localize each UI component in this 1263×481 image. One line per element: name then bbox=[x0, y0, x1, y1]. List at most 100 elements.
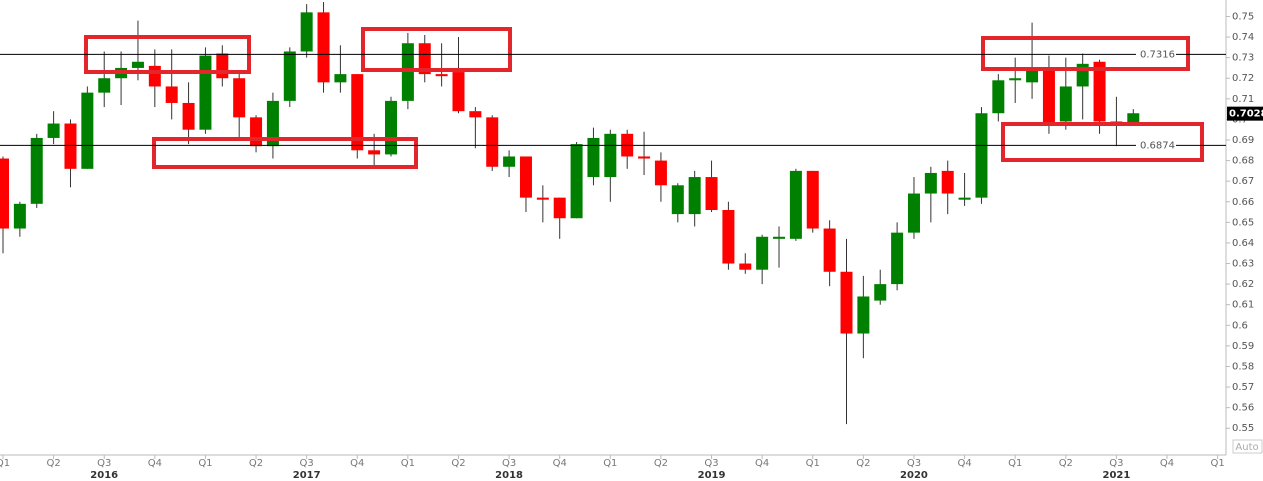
x-tick-label: Q3 bbox=[97, 458, 111, 469]
auto-button-label[interactable]: Auto bbox=[1235, 442, 1258, 453]
candle-body bbox=[992, 80, 1005, 114]
y-tick-label: 0.59 bbox=[1232, 341, 1254, 352]
x-tick-label: Q4 bbox=[148, 458, 162, 469]
last-price-label: 0.7028 bbox=[1229, 109, 1263, 120]
candle-body bbox=[131, 61, 144, 68]
candle-body bbox=[30, 137, 43, 204]
candle-body bbox=[401, 43, 414, 101]
y-tick-label: 0.61 bbox=[1232, 300, 1254, 311]
year-label: 2016 bbox=[90, 470, 118, 481]
candle-body bbox=[81, 92, 94, 169]
candle-body bbox=[671, 185, 684, 215]
candle-body bbox=[64, 123, 77, 169]
x-tick-label: Q2 bbox=[1059, 458, 1073, 469]
y-tick-label: 0.69 bbox=[1232, 135, 1254, 146]
candle-body bbox=[283, 51, 296, 101]
y-tick-label: 0.67 bbox=[1232, 176, 1254, 187]
candle-body bbox=[486, 117, 499, 167]
candle-body bbox=[47, 123, 60, 138]
candle-body bbox=[570, 144, 583, 219]
candle-body bbox=[351, 74, 364, 151]
annotation-box bbox=[152, 137, 418, 169]
candle-body bbox=[1093, 61, 1106, 122]
candle-body bbox=[638, 156, 651, 159]
x-tick-label: Q1 bbox=[603, 458, 617, 469]
candle-body bbox=[216, 53, 229, 79]
candle-body bbox=[13, 203, 26, 229]
x-tick-label: Q3 bbox=[1109, 458, 1123, 469]
x-tick-label: Q4 bbox=[1160, 458, 1174, 469]
year-label: 2019 bbox=[698, 470, 726, 481]
x-tick-label: Q3 bbox=[502, 458, 516, 469]
plot-area bbox=[0, 2, 1140, 425]
x-tick-label: Q1 bbox=[401, 458, 415, 469]
x-tick-label: Q4 bbox=[350, 458, 364, 469]
x-tick-label: Q1 bbox=[806, 458, 820, 469]
candle-body bbox=[519, 156, 532, 198]
candle-body bbox=[0, 158, 9, 229]
y-tick-label: 0.73 bbox=[1232, 53, 1254, 64]
y-tick-label: 0.64 bbox=[1232, 238, 1254, 249]
candle-body bbox=[418, 43, 431, 75]
y-tick-label: 0.74 bbox=[1232, 32, 1254, 43]
candle-body bbox=[334, 74, 347, 83]
candle-body bbox=[385, 100, 398, 155]
x-tick-label: Q2 bbox=[451, 458, 465, 469]
y-tick-label: 0.6 bbox=[1232, 320, 1248, 331]
y-tick-label: 0.71 bbox=[1232, 94, 1254, 105]
y-tick-label: 0.65 bbox=[1232, 217, 1254, 228]
level-label: 0.6874 bbox=[1140, 140, 1175, 151]
x-tick-label: Q4 bbox=[553, 458, 567, 469]
y-tick-label: 0.55 bbox=[1232, 423, 1254, 434]
candle-body bbox=[773, 236, 786, 239]
candle-body bbox=[857, 296, 870, 334]
candle-body bbox=[165, 86, 178, 103]
candle-body bbox=[840, 271, 853, 334]
x-tick-label: Q2 bbox=[654, 458, 668, 469]
x-tick-label: Q1 bbox=[0, 458, 10, 469]
annotation-box bbox=[361, 27, 512, 72]
candle-body bbox=[199, 55, 212, 130]
x-tick-label: Q2 bbox=[46, 458, 60, 469]
candle-body bbox=[536, 197, 549, 200]
candle-body bbox=[891, 232, 904, 285]
level-label-bg bbox=[1136, 47, 1176, 62]
level-label: 0.7316 bbox=[1140, 49, 1175, 60]
year-label: 2020 bbox=[900, 470, 928, 481]
candle-body bbox=[924, 172, 937, 194]
candle-body bbox=[266, 100, 279, 147]
candle-body bbox=[958, 197, 971, 200]
y-tick-label: 0.57 bbox=[1232, 382, 1254, 393]
candle-body bbox=[1059, 86, 1072, 122]
x-tick-label: Q2 bbox=[249, 458, 263, 469]
annotation-box bbox=[981, 36, 1190, 71]
last-price-box bbox=[1227, 106, 1263, 121]
candle-body bbox=[739, 263, 752, 270]
y-tick-label: 0.63 bbox=[1232, 259, 1254, 270]
x-tick-label: Q4 bbox=[755, 458, 769, 469]
candle-body bbox=[654, 160, 667, 186]
candle-body bbox=[435, 74, 448, 77]
y-tick-label: 0.66 bbox=[1232, 197, 1254, 208]
x-tick-label: Q3 bbox=[300, 458, 314, 469]
y-tick-label: 0.56 bbox=[1232, 403, 1254, 414]
annotation-box bbox=[1001, 122, 1204, 162]
candle-body bbox=[1009, 78, 1022, 81]
year-label: 2021 bbox=[1102, 470, 1130, 481]
level-label-bg bbox=[1136, 138, 1176, 153]
candle-body bbox=[806, 170, 819, 229]
year-label: 2018 bbox=[495, 470, 523, 481]
candle-body bbox=[722, 210, 735, 264]
candle-body bbox=[182, 102, 195, 130]
candle-body bbox=[300, 12, 313, 52]
auto-button[interactable]: Auto bbox=[1232, 439, 1263, 454]
x-tick-label: Q1 bbox=[1008, 458, 1022, 469]
candle-body bbox=[233, 78, 246, 118]
candle-body bbox=[941, 170, 954, 194]
candle-body bbox=[503, 156, 516, 167]
candle-body bbox=[98, 78, 111, 93]
candle-body bbox=[789, 170, 802, 239]
candle-body bbox=[1042, 70, 1055, 126]
candle-body bbox=[317, 12, 330, 83]
